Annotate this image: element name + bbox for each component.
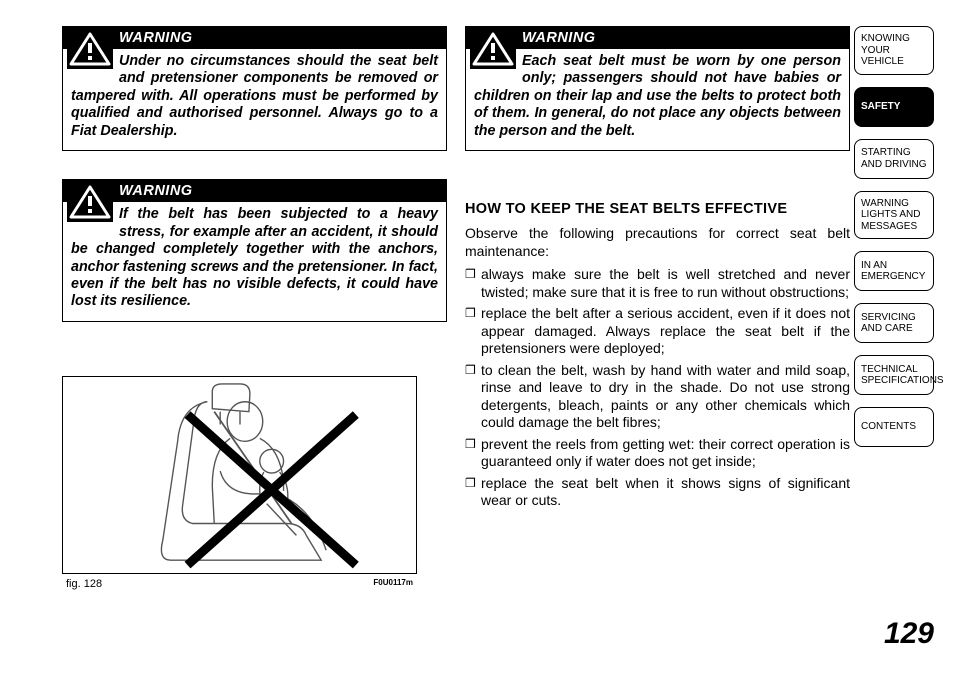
list-item: always make sure the belt is well stretc…: [465, 266, 850, 301]
warning-label: WARNING: [466, 27, 849, 49]
left-column: WARNING Under no circumstances should th…: [62, 26, 447, 590]
warning-label: WARNING: [63, 180, 446, 202]
warning-triangle-icon: [67, 182, 113, 222]
side-tabs: KNOWING YOUR VEHICLE SAFETY STARTING AND…: [854, 26, 934, 447]
warning-label: WARNING: [63, 27, 446, 49]
warning-triangle-icon: [67, 29, 113, 69]
tab-contents[interactable]: CONTENTS: [854, 407, 934, 447]
section-title: HOW TO KEEP THE SEAT BELTS EFFECTIVE: [465, 201, 850, 217]
list-item: replace the belt after a serious acciden…: [465, 305, 850, 358]
warning-box-3: WARNING Each seat belt must be worn by o…: [465, 26, 850, 151]
list-item: replace the seat belt when it shows sign…: [465, 475, 850, 510]
tab-knowing-vehicle[interactable]: KNOWING YOUR VEHICLE: [854, 26, 934, 75]
warning-box-2: WARNING If the belt has been subjected t…: [62, 179, 447, 322]
figure-label: fig. 128: [66, 578, 102, 590]
figure-code: F0U0117m: [373, 578, 413, 590]
section-intro: Observe the following precautions for co…: [465, 225, 850, 260]
list-item: to clean the belt, wash by hand with wat…: [465, 362, 850, 432]
warning-text: If the belt has been subjected to a heav…: [63, 202, 446, 315]
columns: WARNING Under no circumstances should th…: [62, 26, 954, 590]
figure-illustration: [63, 377, 416, 573]
manual-page: WARNING Under no circumstances should th…: [0, 0, 954, 673]
tab-starting-driving[interactable]: STARTING AND DRIVING: [854, 139, 934, 179]
figure: fig. 128 F0U0117m: [62, 376, 417, 590]
warning-text: Under no circumstances should the seat b…: [63, 49, 446, 144]
page-number: 129: [884, 617, 934, 651]
list-item: prevent the reels from getting wet: thei…: [465, 436, 850, 471]
warning-triangle-icon: [470, 29, 516, 69]
warning-text-content: Under no circumstances should the seat b…: [71, 53, 438, 139]
warning-text-content: If the belt has been subjected to a heav…: [71, 206, 438, 309]
tab-servicing[interactable]: SERVICING AND CARE: [854, 303, 934, 343]
bullet-list: always make sure the belt is well stretc…: [465, 266, 850, 510]
tab-warning-lights[interactable]: WARNING LIGHTS AND MESSAGES: [854, 191, 934, 240]
warning-text: Each seat belt must be worn by one perso…: [466, 49, 849, 144]
tab-tech-specs[interactable]: TECHNICAL SPECIFICATIONS: [854, 355, 934, 395]
warning-text-content: Each seat belt must be worn by one perso…: [474, 53, 841, 139]
figure-frame: [62, 376, 417, 574]
tab-safety[interactable]: SAFETY: [854, 87, 934, 127]
right-column: WARNING Each seat belt must be worn by o…: [465, 26, 850, 590]
tab-emergency[interactable]: IN AN EMERGENCY: [854, 251, 934, 291]
figure-caption: fig. 128 F0U0117m: [62, 574, 417, 590]
warning-box-1: WARNING Under no circumstances should th…: [62, 26, 447, 151]
